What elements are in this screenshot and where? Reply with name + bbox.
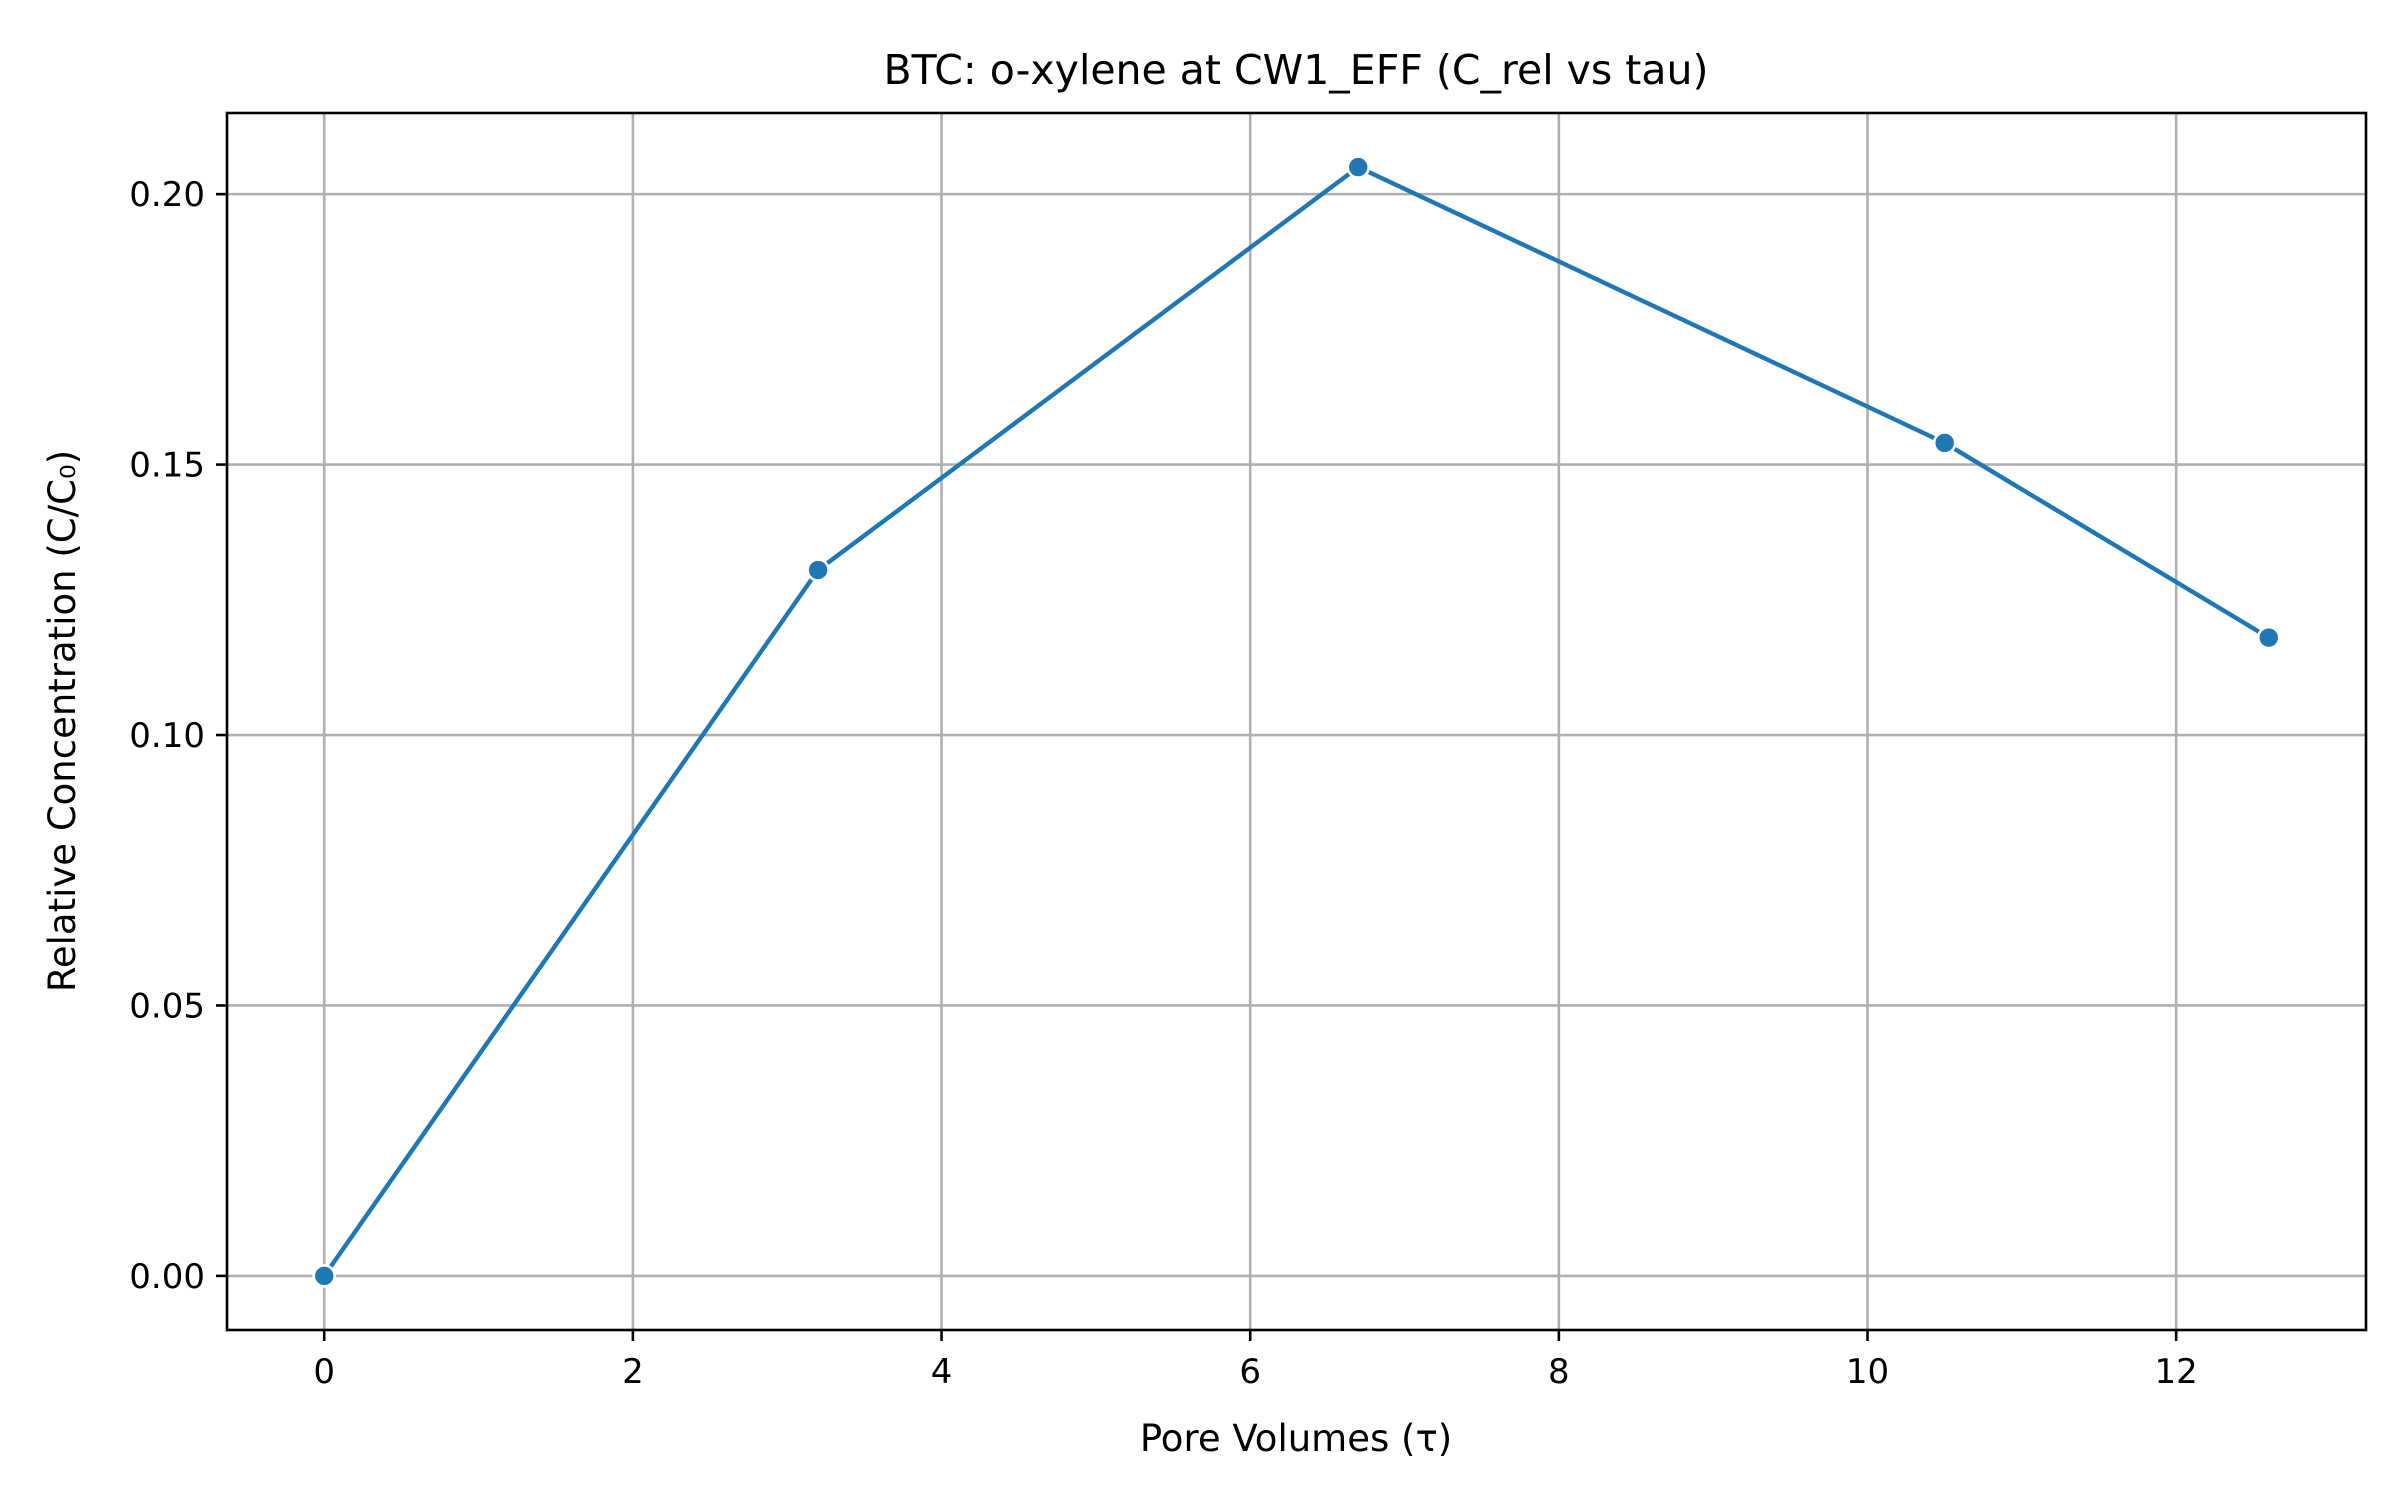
- chart-title: BTC: o-xylene at CW1_EFF (C_rel vs tau): [884, 46, 1709, 94]
- data-point: [312, 1264, 337, 1288]
- y-axis-label: Relative Concentration (C/C₀): [41, 450, 84, 992]
- data-point: [1346, 155, 1371, 179]
- plot-series: [312, 155, 2281, 1288]
- x-tick-label: 12: [2155, 1352, 2198, 1392]
- grid: [227, 113, 2366, 1330]
- x-axis-ticks: 0 2 4 6 8 10 12: [313, 1330, 2198, 1392]
- y-tick-label: 0.15: [129, 446, 205, 486]
- data-point: [1932, 431, 1957, 455]
- x-tick-label: 6: [1239, 1352, 1261, 1392]
- y-axis-ticks: 0.00 0.05 0.10 0.15 0.20: [129, 175, 227, 1297]
- x-tick-label: 8: [1548, 1352, 1570, 1392]
- x-axis-label: Pore Volumes (τ): [1140, 1417, 1452, 1460]
- x-tick-label: 10: [1846, 1352, 1889, 1392]
- data-point: [806, 558, 830, 582]
- data-point: [2256, 625, 2281, 650]
- y-tick-label: 0.10: [129, 716, 205, 756]
- axes-frame: [225, 111, 2368, 1332]
- y-tick-label: 0.05: [129, 986, 205, 1026]
- y-tick-label: 0.20: [129, 175, 205, 215]
- y-tick-label: 0.00: [129, 1257, 205, 1297]
- x-tick-label: 4: [931, 1352, 953, 1392]
- x-tick-label: 2: [622, 1352, 644, 1392]
- x-tick-label: 0: [313, 1352, 335, 1392]
